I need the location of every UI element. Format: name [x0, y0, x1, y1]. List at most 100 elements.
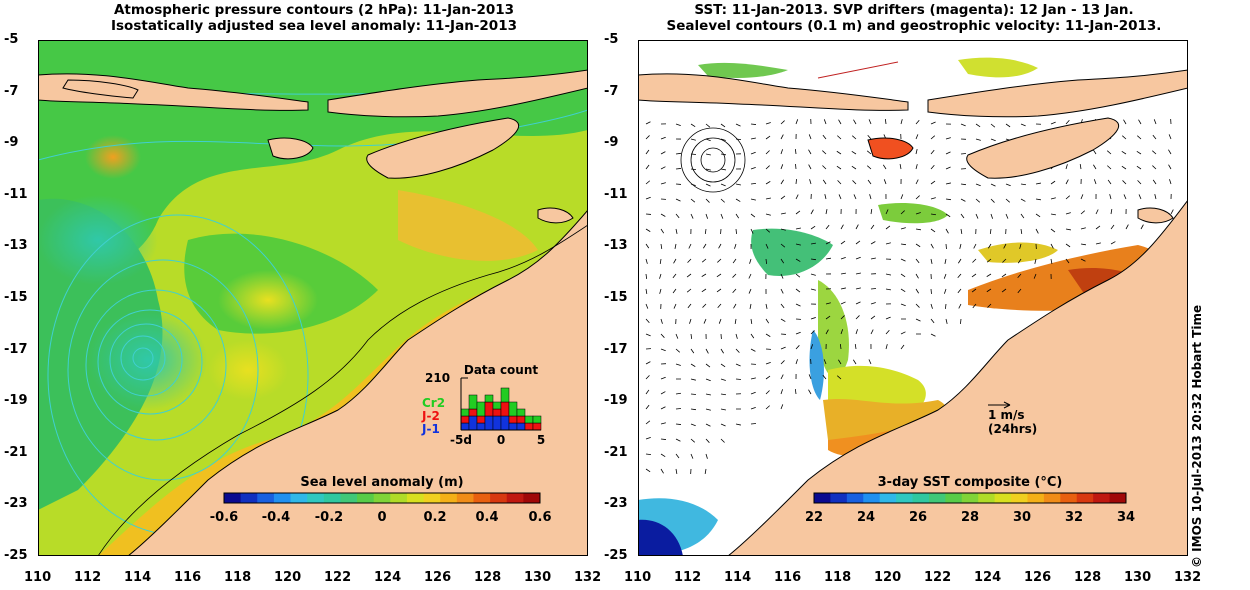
- velocity-arrow: [1050, 197, 1056, 200]
- velocity-arrow: [780, 243, 786, 248]
- data-count-bar: [500, 387, 510, 403]
- velocity-arrow: [975, 198, 981, 203]
- sla-tick: -0.2: [315, 510, 343, 525]
- data-count-bar: [524, 422, 534, 431]
- legend-j1: J-1: [421, 422, 440, 436]
- velocity-arrow: [825, 329, 829, 335]
- velocity-arrow: [853, 194, 857, 200]
- velocity-arrow: [838, 359, 842, 365]
- velocity-arrow: [1019, 243, 1022, 249]
- colorbar-segment: [863, 493, 881, 503]
- velocity-arrow: [720, 213, 724, 219]
- latitude-label: -17: [604, 341, 628, 357]
- velocity-arrow: [705, 153, 711, 156]
- velocity-arrow: [705, 378, 711, 382]
- velocity-arrow: [930, 228, 936, 233]
- velocity-arrow: [930, 149, 935, 155]
- velocity-arrow: [718, 318, 722, 324]
- velocity-arrow: [855, 272, 861, 275]
- velocity-arrow: [915, 273, 919, 279]
- velocity-arrow: [930, 243, 934, 249]
- colorbar-segment: [912, 493, 930, 503]
- velocity-arrow: [1125, 224, 1129, 230]
- velocity-arrow: [825, 315, 831, 320]
- velocity-arrow: [836, 165, 842, 170]
- velocity-arrow: [689, 318, 692, 324]
- velocity-arrow: [705, 213, 709, 219]
- velocity-arrow: [660, 318, 663, 324]
- data-count-bar: [468, 415, 478, 431]
- velocity-arrow: [1122, 180, 1127, 185]
- latitude-label: -21: [604, 444, 628, 460]
- velocity-arrow: [960, 318, 962, 325]
- velocity-arrow: [690, 213, 694, 219]
- velocity-arrow: [915, 134, 919, 140]
- latitude-label: -23: [4, 496, 28, 512]
- velocity-arrow: [1020, 228, 1023, 235]
- latitude-label: -5: [4, 32, 19, 47]
- velocity-arrow: [660, 468, 664, 474]
- velocity-arrow: [1110, 241, 1116, 245]
- colorbar-segment: [928, 493, 946, 503]
- colorbar-segment: [1043, 493, 1061, 503]
- velocity-arrow: [717, 258, 722, 263]
- velocity-arrow: [690, 138, 696, 141]
- velocity-arrow: [930, 333, 936, 337]
- velocity-arrow: [735, 228, 737, 235]
- velocity-arrow: [645, 453, 652, 456]
- velocity-arrow: [869, 194, 872, 200]
- velocity-arrow: [855, 315, 860, 320]
- velocity-arrow: [660, 391, 666, 395]
- latitude-label: -7: [4, 83, 19, 99]
- velocity-arrow: [884, 118, 887, 125]
- velocity-arrow: [765, 375, 771, 380]
- colorbar-segment: [1060, 493, 1078, 503]
- velocity-arrow: [690, 453, 694, 459]
- velocity-arrow: [750, 348, 756, 352]
- velocity-arrow: [945, 137, 951, 140]
- velocity-arrow: [765, 333, 771, 337]
- longitude-label: 120: [874, 570, 902, 585]
- velocity-arrow: [660, 438, 667, 440]
- velocity-arrow: [1095, 209, 1099, 215]
- latitude-label: -9: [604, 135, 619, 151]
- colorbar-segment: [1027, 493, 1045, 503]
- velocity-arrow: [808, 134, 812, 140]
- velocity-arrow: [960, 213, 965, 219]
- velocity-arrow: [795, 178, 797, 185]
- velocity-arrow: [1033, 273, 1037, 279]
- velocity-arrow: [1001, 288, 1007, 293]
- left-title-line2: Isostatically adjusted sea level anomaly…: [111, 18, 517, 34]
- colorbar-segment: [357, 493, 375, 503]
- velocity-arrow: [690, 378, 696, 381]
- velocity-arrow: [716, 273, 722, 278]
- velocity-arrow: [675, 468, 678, 474]
- velocity-arrow: [885, 242, 891, 245]
- colorbar-segment: [290, 493, 308, 503]
- velocity-arrow: [822, 134, 827, 140]
- velocity-arrow: [780, 389, 783, 395]
- velocity-arrow: [660, 182, 666, 185]
- latitude-label: -13: [604, 238, 628, 254]
- colorbar-segment: [273, 493, 292, 503]
- data-count-bar: [532, 415, 542, 424]
- velocity-arrow: [718, 243, 722, 249]
- velocity-arrow: [900, 288, 906, 293]
- velocity-arrow: [704, 468, 707, 474]
- sst-tick: 28: [961, 510, 979, 525]
- velocity-arrow: [735, 198, 741, 202]
- velocity-arrow: [1020, 123, 1026, 127]
- velocity-arrow: [645, 375, 650, 380]
- velocity-arrow: [1121, 165, 1127, 170]
- velocity-arrow: [765, 197, 771, 200]
- velocity-arrow: [735, 333, 738, 339]
- velocity-arrow: [1050, 243, 1054, 249]
- right-title-line2: Sealevel contours (0.1 m) and geostrophi…: [666, 18, 1162, 34]
- data-count-bar: [484, 401, 494, 417]
- velocity-arrow: [930, 258, 933, 264]
- velocity-arrow: [960, 228, 963, 234]
- data-count-title: Data count: [464, 363, 539, 377]
- velocity-arrow: [851, 135, 857, 140]
- velocity-arrow: [705, 408, 711, 411]
- velocity-arrow: [1107, 165, 1112, 170]
